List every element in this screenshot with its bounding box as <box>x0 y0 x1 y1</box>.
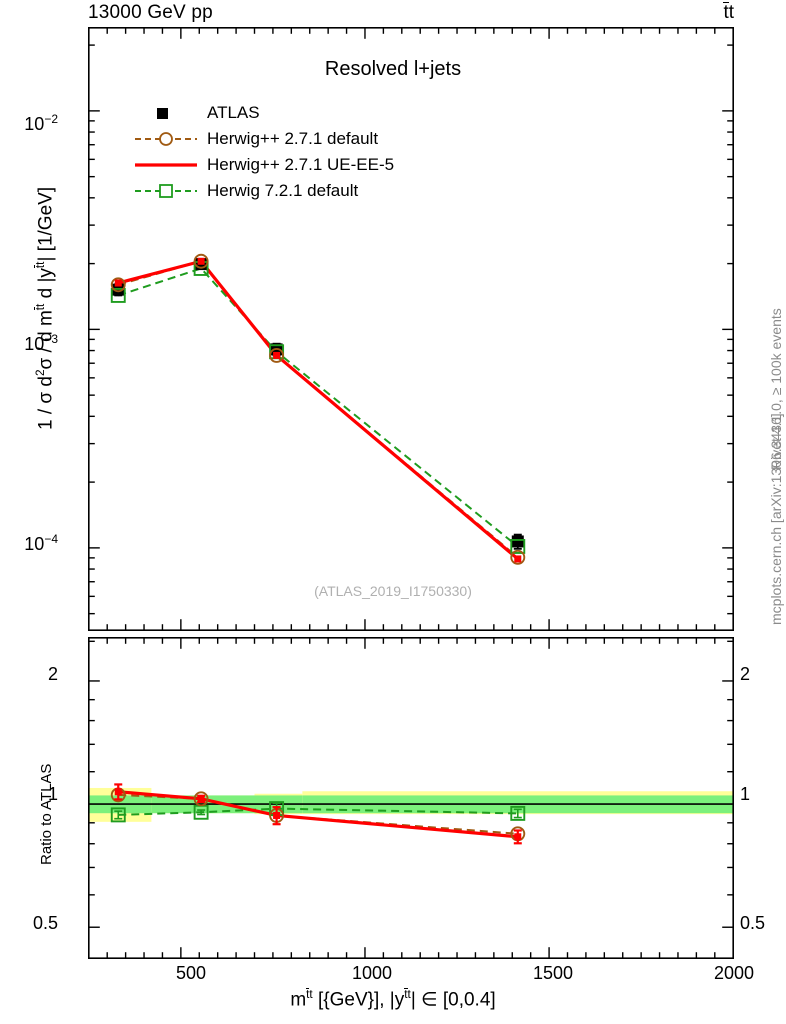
legend-item-herwigpp-default: Herwig++ 2.7.1 default <box>135 126 394 152</box>
legend-label-atlas: ATLAS <box>207 103 260 122</box>
legend-label-herwig7-default: Herwig 7.2.1 default <box>207 181 359 200</box>
collision-energy-label: 13000 GeV pp <box>88 2 213 23</box>
legend-key-herwigpp-ueee5 <box>135 155 197 175</box>
legend-item-herwigpp-ueee5: Herwig++ 2.7.1 UE-EE-5 <box>135 152 394 178</box>
ratio-y-tick-label-right-1: 1 <box>740 784 751 804</box>
ratio-y-tick-label-0.5: 0.5 <box>32 913 58 933</box>
legend-key-herwig7-default <box>135 181 197 201</box>
page-title: Resolved l+jets <box>324 58 462 80</box>
x-tick-label-1000: 1000 <box>351 963 393 983</box>
y-axis-label-main: 1 / σ d2σ / d mt t d |yt t| [1/GeV] <box>33 186 57 430</box>
y-tick-label-1e-3: 10−3 <box>24 332 58 354</box>
legend-label-herwigpp-default: Herwig++ 2.7.1 default <box>207 129 379 148</box>
ratio-y-tick-label-right-0.5: 0.5 <box>740 913 766 933</box>
y-axis-label-ratio: Ratio to ATLAS <box>38 763 55 865</box>
x-tick-label-1500: 1500 <box>532 963 574 983</box>
mcplots-credit-label: mcplots.cern.ch [arXiv:1306.3436] <box>768 413 784 625</box>
y-tick-label-1e-4: 10−4 <box>24 532 58 554</box>
legend-item-herwig7-default: Herwig 7.2.1 default <box>135 178 394 204</box>
analysis-watermark: (ATLAS_2019_I1750330) <box>314 583 472 599</box>
x-tick-label-2000: 2000 <box>713 963 755 983</box>
y-tick-label-1e-2: 10−2 <box>24 112 58 134</box>
legend-key-herwigpp-default <box>135 129 197 149</box>
legend: ATLAS Herwig++ 2.7.1 default Herwig++ 2.… <box>135 100 394 204</box>
legend-key-atlas-marker <box>135 103 197 123</box>
ratio-plot-panel <box>88 637 734 959</box>
ratio-y-tick-label-2: 2 <box>47 664 58 684</box>
x-tick-label-500: 500 <box>175 963 207 983</box>
legend-item-atlas: ATLAS <box>135 100 394 126</box>
legend-label-herwigpp-ueee5: Herwig++ 2.7.1 UE-EE-5 <box>207 155 395 174</box>
ratio-y-tick-label-1: 1 <box>47 784 58 804</box>
ratio-y-tick-label-right-2: 2 <box>740 664 751 684</box>
x-axis-label: mt t [{GeV}], |yt t| ∈ [0,0.4] <box>290 987 496 1011</box>
process-label: ttt <box>723 1 734 23</box>
